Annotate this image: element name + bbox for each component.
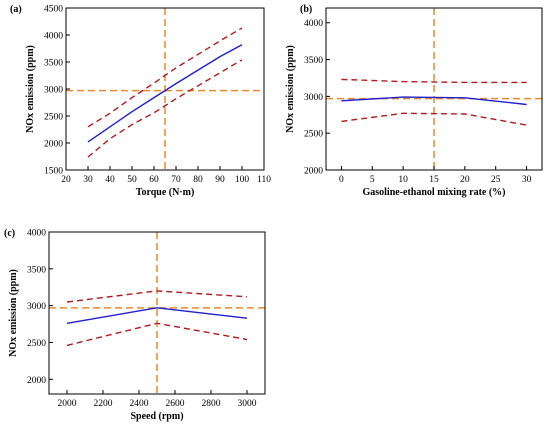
- x-tick-label: 100: [235, 175, 250, 185]
- y-axis-title: NOx emission (ppm): [25, 45, 36, 133]
- plot-frame: [48, 231, 266, 395]
- y-tick-label: 1500: [44, 167, 63, 177]
- x-tick-label: 20: [460, 175, 470, 185]
- x-tick-label: 70: [171, 175, 181, 185]
- y-tick-label: 4000: [304, 19, 323, 29]
- y-tick-label: 3000: [44, 86, 63, 96]
- y-tick-label: 2500: [304, 130, 323, 140]
- x-tick-label: 2200: [94, 399, 113, 409]
- y-tick-label: 3000: [27, 302, 46, 312]
- series-line-central: [87, 44, 243, 143]
- x-tick-label: 30: [522, 175, 532, 185]
- x-axis-title: Torque (N·m): [136, 187, 195, 198]
- panel-label: (b): [300, 4, 312, 15]
- series-line-lower: [87, 59, 243, 158]
- x-tick-label: 20: [61, 175, 71, 185]
- x-axis-title: Speed (rpm): [130, 411, 183, 422]
- y-axis-title: NOx emission (ppm): [285, 45, 296, 133]
- x-axis-title: Gasoline-ethanol mixing rate (%): [362, 187, 505, 198]
- series-line-upper: [66, 290, 248, 303]
- y-tick-label: 3500: [27, 265, 46, 275]
- series-line-lower: [341, 112, 527, 126]
- x-tick-label: 15: [429, 175, 439, 185]
- x-tick-label: 10: [398, 175, 408, 185]
- y-tick-label: 3500: [44, 59, 63, 69]
- x-tick-label: 50: [127, 175, 137, 185]
- x-tick-label: 2800: [202, 399, 221, 409]
- chart-panel-1: 20 30 40 50 60 70 80 90 100 110 1500 2000 2500 3000 35…: [10, 4, 271, 198]
- x-tick-label: 3000: [238, 399, 257, 409]
- x-tick-label: 5: [370, 175, 375, 185]
- chart-panel-2: 0 5 10 15 20 25 30 2000 2500 3000 3500 4000 Gasoline…: [285, 4, 543, 198]
- x-tick-label: 30: [83, 175, 93, 185]
- y-tick-label: 4000: [27, 229, 46, 239]
- series-line-central: [66, 307, 248, 324]
- y-tick-label: 3500: [304, 56, 323, 66]
- y-tick-label: 2000: [44, 140, 63, 150]
- y-axis-title: NOx emission (ppm): [8, 269, 19, 357]
- chart-panel-3: 2000 2200 2400 2600 2800 3000 2000 2500 3000 3500…: [4, 228, 266, 422]
- series-line-upper: [341, 78, 527, 84]
- panel-label: (c): [4, 228, 15, 239]
- x-tick-label: 80: [193, 175, 203, 185]
- x-tick-label: 25: [491, 175, 501, 185]
- y-tick-label: 2000: [27, 376, 46, 386]
- x-tick-label: 2400: [130, 399, 149, 409]
- x-tick-label: 60: [149, 175, 159, 185]
- x-tick-label: 2000: [58, 399, 77, 409]
- x-tick-label: 40: [105, 175, 115, 185]
- panel-label: (a): [10, 4, 22, 15]
- y-tick-label: 4000: [44, 32, 63, 42]
- y-tick-label: 3000: [304, 93, 323, 103]
- series-line-upper: [87, 27, 243, 128]
- x-tick-label: 0: [339, 175, 344, 185]
- y-tick-label: 2500: [44, 113, 63, 123]
- x-tick-label: 110: [257, 175, 271, 185]
- series-line-central: [341, 96, 527, 106]
- series-line-lower: [66, 322, 248, 347]
- x-tick-label: 2600: [166, 399, 185, 409]
- y-tick-label: 2500: [27, 339, 46, 349]
- y-tick-label: 4500: [44, 5, 63, 15]
- y-tick-label: 2000: [304, 167, 323, 177]
- x-tick-label: 90: [215, 175, 225, 185]
